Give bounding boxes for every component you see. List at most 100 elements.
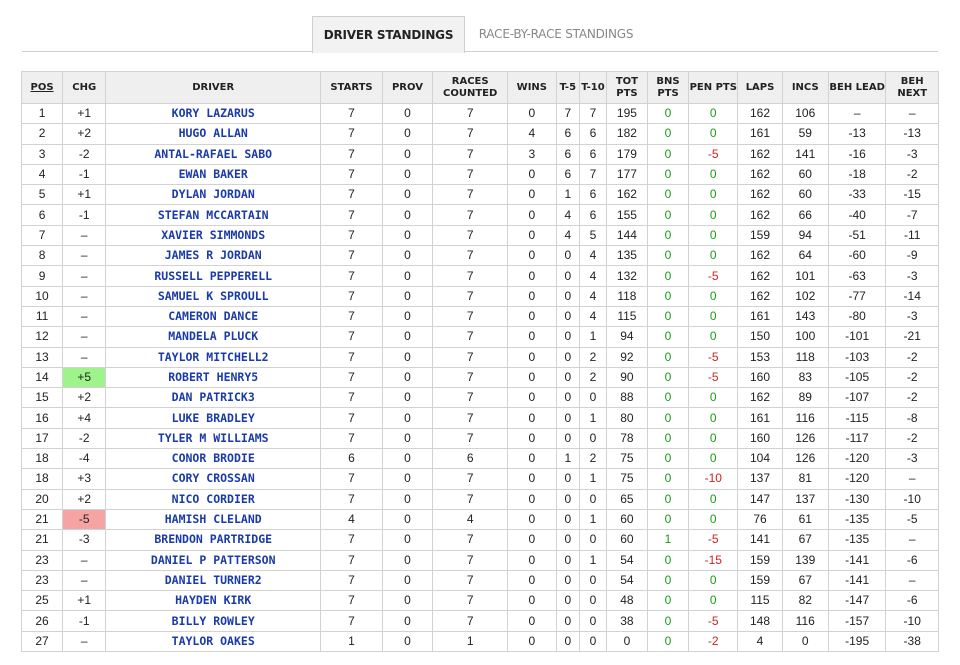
cell-t5: 0 — [555, 529, 581, 551]
cell-t5: 0 — [555, 305, 581, 328]
driver-link[interactable]: XAVIER SIMMONDS — [105, 224, 322, 247]
driver-link[interactable]: ANTAL-RAFAEL SABO — [105, 143, 322, 165]
cell-starts: 7 — [320, 143, 383, 165]
table-row: 8– JAMES R JORDAN 7 0 7 0 0 4 135 0 0 162 64 -60 -9 — [20, 245, 939, 267]
cell-starts: 7 — [320, 305, 383, 328]
cell-beh-next: -2 — [885, 427, 939, 450]
table-row: 6 -1 STEFAN MCCARTAIN 7 0 7 0 4 6 155 0 0 162 66 -40 -7 — [20, 204, 939, 226]
cell-races-counted: 7 — [432, 123, 509, 145]
cell-beh-lead: -107 — [827, 387, 887, 409]
cell-starts: 7 — [320, 549, 383, 571]
tab-race-by-race-standings[interactable]: RACE-BY-RACE STANDINGS — [478, 27, 634, 41]
driver-link[interactable]: CONOR BRODIE — [105, 448, 322, 470]
table-row: 23– DANIEL P PATTERSON 7 0 7 0 0 1 54 0 -15 159 139-… — [20, 549, 939, 571]
cell-pos: 11 — [20, 305, 64, 328]
tab-driver-standings[interactable]: DRIVER STANDINGS — [312, 16, 465, 53]
driver-link[interactable]: DANIEL P PATTERSON — [105, 549, 322, 571]
cell-pen-pts: -5 — [688, 143, 739, 165]
cell-races-counted: 7 — [432, 407, 509, 429]
cell-chg: – — [62, 346, 107, 368]
cell-t10: 7 — [579, 102, 607, 125]
cell-beh-next: -3 — [885, 448, 939, 470]
cell-beh-lead: -117 — [827, 427, 887, 450]
cell-laps: 148 — [737, 610, 783, 632]
cell-incs: 101 — [781, 265, 829, 287]
cell-tot-pts: 92 — [605, 346, 648, 368]
driver-link[interactable]: CAMERON DANCE — [105, 305, 322, 328]
driver-link[interactable]: NICO CORDIER — [105, 488, 322, 510]
cell-tot-pts: 48 — [605, 590, 648, 612]
cell-bns-pts: 0 — [646, 224, 690, 247]
cell-incs: 60 — [781, 163, 829, 186]
cell-beh-lead: -63 — [827, 265, 887, 287]
cell-races-counted: 7 — [432, 224, 509, 247]
driver-link[interactable]: KORY LAZARUS — [105, 102, 322, 125]
cell-pos: 3 — [20, 143, 64, 165]
driver-link[interactable]: HAMISH CLELAND — [105, 508, 322, 531]
cell-wins: 0 — [507, 448, 557, 470]
cell-pos: 4 — [20, 163, 64, 186]
cell-tot-pts: 90 — [605, 366, 648, 389]
table-row: 25 +1 HAYDEN KIRK 7 0 7 0 0 0 48 0 0 115 82 -147 -6 — [20, 590, 939, 612]
driver-link[interactable]: ROBERT HENRY5 — [105, 366, 322, 389]
driver-link[interactable]: HUGO ALLAN — [105, 123, 322, 145]
driver-link[interactable]: TYLER M WILLIAMS — [105, 427, 322, 450]
driver-link[interactable]: BRENDON PARTRIDGE — [105, 529, 322, 551]
cell-beh-lead: -105 — [827, 366, 887, 389]
cell-t5: 0 — [555, 366, 581, 389]
driver-link[interactable]: TAYLOR OAKES — [105, 630, 322, 653]
cell-t5: 0 — [555, 610, 581, 632]
column-header-pos[interactable]: POS — [20, 71, 64, 104]
cell-starts: 7 — [320, 102, 383, 125]
driver-link[interactable]: BILLY ROWLEY — [105, 610, 322, 632]
cell-starts: 7 — [320, 265, 383, 287]
cell-starts: 7 — [320, 427, 383, 450]
cell-bns-pts: 0 — [646, 569, 690, 592]
cell-tot-pts: 118 — [605, 285, 648, 307]
cell-pen-pts: 0 — [688, 163, 739, 186]
cell-wins: 4 — [507, 123, 557, 145]
driver-link[interactable]: CORY CROSSAN — [105, 468, 322, 490]
cell-laps: 161 — [737, 305, 783, 328]
column-header-t10: T-10 — [579, 71, 607, 104]
cell-bns-pts: 0 — [646, 407, 690, 429]
cell-t5: 0 — [555, 569, 581, 592]
driver-link[interactable]: SAMUEL K SPROULL — [105, 285, 322, 307]
cell-races-counted: 7 — [432, 326, 509, 348]
driver-link[interactable]: DAN PATRICK3 — [105, 387, 322, 409]
cell-starts: 7 — [320, 366, 383, 389]
cell-starts: 6 — [320, 448, 383, 470]
cell-wins: 0 — [507, 488, 557, 510]
driver-link[interactable]: HAYDEN KIRK — [105, 590, 322, 612]
driver-link[interactable]: EWAN BAKER — [105, 163, 322, 186]
driver-link[interactable]: DANIEL TURNER2 — [105, 569, 322, 592]
cell-laps: 162 — [737, 102, 783, 125]
cell-races-counted: 7 — [432, 569, 509, 592]
cell-incs: 139 — [781, 549, 829, 571]
cell-beh-next: -2 — [885, 366, 939, 389]
cell-starts: 7 — [320, 245, 383, 267]
cell-tot-pts: 115 — [605, 305, 648, 328]
driver-link[interactable]: LUKE BRADLEY — [105, 407, 322, 429]
cell-pen-pts: 0 — [688, 427, 739, 450]
cell-laps: 4 — [737, 630, 783, 653]
cell-t5: 1 — [555, 448, 581, 470]
cell-races-counted: 7 — [432, 305, 509, 328]
cell-races-counted: 7 — [432, 387, 509, 409]
driver-link[interactable]: MANDELA PLUCK — [105, 326, 322, 348]
driver-link[interactable]: JAMES R JORDAN — [105, 245, 322, 267]
cell-beh-lead: -103 — [827, 346, 887, 368]
driver-link[interactable]: DYLAN JORDAN — [105, 184, 322, 206]
driver-link[interactable]: STEFAN MCCARTAIN — [105, 204, 322, 226]
cell-bns-pts: 0 — [646, 549, 690, 571]
cell-pen-pts: 0 — [688, 123, 739, 145]
driver-link[interactable]: RUSSELL PEPPERELL — [105, 265, 322, 287]
cell-races-counted: 7 — [432, 143, 509, 165]
cell-prov: 0 — [381, 610, 434, 632]
cell-t5: 0 — [555, 265, 581, 287]
driver-link[interactable]: TAYLOR MITCHELL2 — [105, 346, 322, 368]
cell-wins: 0 — [507, 590, 557, 612]
cell-wins: 3 — [507, 143, 557, 165]
cell-prov: 0 — [381, 387, 434, 409]
cell-beh-next: – — [885, 529, 939, 551]
